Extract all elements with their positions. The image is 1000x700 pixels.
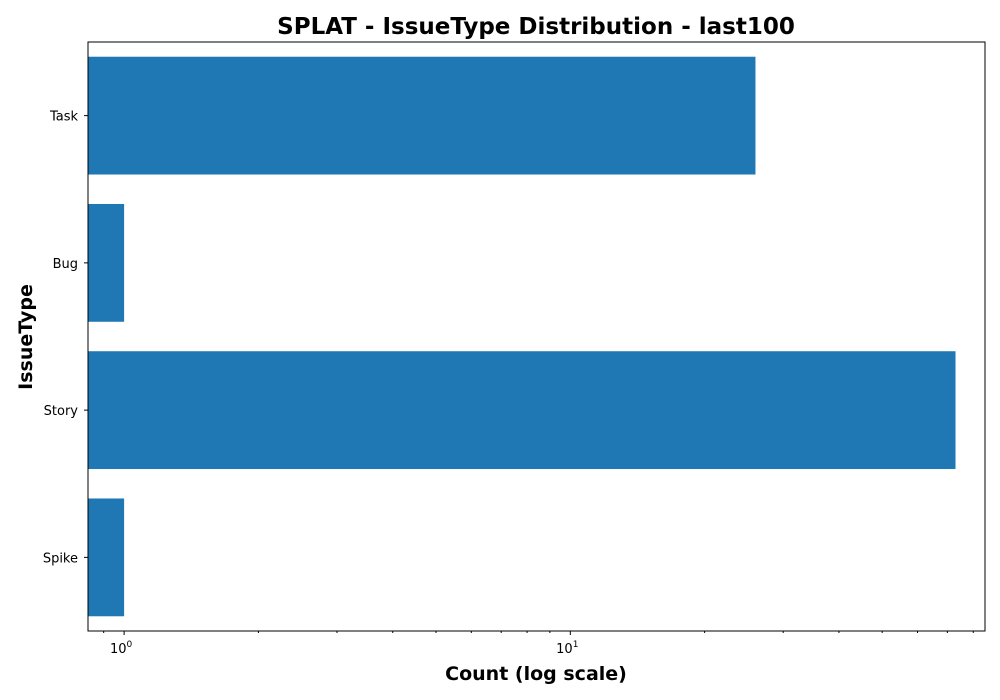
chart-title: SPLAT - IssueType Distribution - last100 (277, 14, 795, 40)
y-tick-label: Bug (53, 257, 78, 272)
bar-spike (88, 498, 125, 617)
y-tick-label: Spike (43, 551, 78, 566)
y-tick-label: Task (49, 110, 79, 125)
x-tick-label: 101 (556, 640, 578, 657)
plot-frame (87, 41, 986, 632)
bar-bug (88, 203, 125, 322)
bar-story (88, 351, 956, 470)
bar-task (88, 56, 756, 175)
y-axis-label: IssueType (15, 284, 37, 390)
x-tick-label: 100 (110, 640, 133, 657)
x-axis-label: Count (log scale) (445, 663, 627, 685)
bars-group (88, 56, 956, 617)
y-tick-label: Story (44, 404, 79, 419)
